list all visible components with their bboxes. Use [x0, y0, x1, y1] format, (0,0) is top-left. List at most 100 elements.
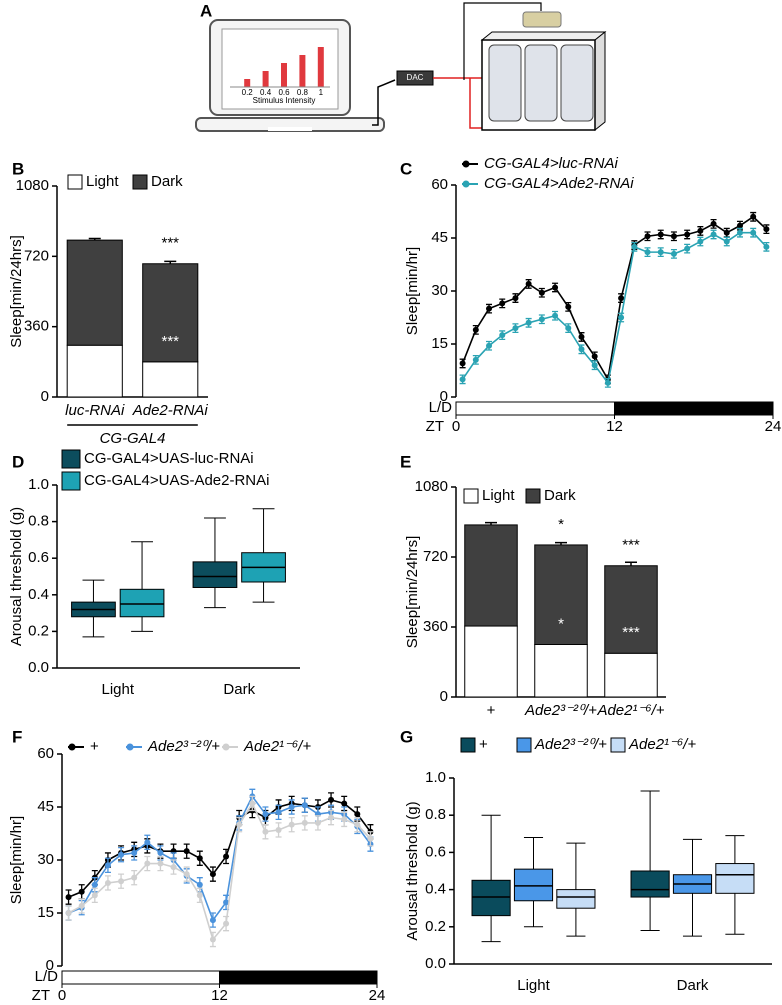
- point: [131, 849, 138, 856]
- bar-segment: [534, 644, 588, 698]
- legend-swatch: [525, 488, 541, 504]
- panel-label: F: [12, 727, 22, 746]
- point: [472, 326, 479, 333]
- x-tick-label: 0.4: [260, 88, 272, 97]
- point: [301, 802, 308, 809]
- y-tick-label: 0.2: [28, 622, 49, 639]
- point: [262, 828, 269, 835]
- bar-segment: [142, 263, 199, 363]
- panel-label: B: [12, 159, 24, 178]
- y-axis-label: Sleep[min/24hrs]: [404, 536, 421, 649]
- point: [354, 821, 361, 828]
- point: [328, 796, 335, 803]
- bar-segment: [464, 524, 518, 627]
- point: [552, 284, 559, 291]
- legend-marker: [462, 160, 470, 168]
- point: [118, 851, 125, 858]
- point: [341, 816, 348, 823]
- y-tick-label: 0: [46, 957, 54, 974]
- point: [486, 342, 493, 349]
- vial: [488, 44, 522, 122]
- series-line: [461, 231, 767, 385]
- point: [763, 226, 770, 233]
- x-tick-label: Ade2-RNAi: [132, 402, 209, 419]
- y-tick-label: 60: [37, 745, 54, 762]
- cable: [372, 79, 396, 126]
- point: [657, 249, 664, 256]
- point: [157, 860, 164, 867]
- x-tick-label: 0: [452, 418, 460, 435]
- bar: [281, 63, 287, 87]
- point: [183, 848, 190, 855]
- bar: [317, 47, 324, 87]
- y-tick-label: 0.0: [28, 659, 49, 676]
- point: [170, 864, 177, 871]
- legend-label: Ade2³⁻²⁰/+: [147, 738, 220, 755]
- point: [670, 250, 677, 257]
- panel-label: D: [12, 452, 24, 471]
- point: [578, 346, 585, 353]
- legend-label: +: [479, 736, 488, 753]
- point: [209, 871, 216, 878]
- x-tick-label: 0.6: [278, 88, 290, 97]
- panel-label: G: [400, 727, 413, 746]
- laptop-pad: [268, 127, 312, 131]
- point: [604, 379, 611, 386]
- vial: [560, 44, 594, 122]
- significance: ***: [622, 624, 640, 641]
- point: [288, 821, 295, 828]
- error-bar: [88, 237, 101, 241]
- point: [144, 860, 151, 867]
- x-tick-label: Dark: [677, 977, 709, 994]
- point: [236, 821, 243, 828]
- point: [565, 303, 572, 310]
- x-tick-label: 12: [606, 418, 623, 435]
- x-tick-label: Dark: [223, 681, 255, 698]
- significance: ***: [161, 333, 179, 350]
- error-bar: [625, 561, 637, 566]
- zt-label: ZT: [32, 987, 50, 1000]
- y-tick-label: 0.4: [425, 881, 446, 898]
- legend-label: Ade2³⁻²⁰/+: [534, 736, 607, 753]
- y-axis-label: Sleep[min/hr]: [8, 816, 25, 904]
- chamber-top: [480, 31, 607, 41]
- legend-label: CG-GAL4>UAS-luc-RNAi: [84, 450, 254, 467]
- y-tick-label: 0.6: [28, 549, 49, 566]
- point: [736, 229, 743, 236]
- point: [684, 231, 691, 238]
- error-bar: [555, 541, 567, 545]
- y-tick-label: 720: [24, 247, 49, 264]
- point: [65, 910, 72, 916]
- setup-diagram: DAC: [195, 2, 607, 132]
- bar-segment: [534, 544, 588, 646]
- point: [472, 356, 479, 363]
- y-tick-label: 360: [423, 618, 448, 635]
- legend-swatch: [67, 174, 83, 190]
- camera-line: [463, 2, 542, 80]
- dac-label: DAC: [407, 73, 424, 82]
- significance: ***: [161, 235, 179, 252]
- x-tick-label: 0.8: [297, 88, 309, 97]
- point: [354, 811, 361, 818]
- legend-marker: [222, 743, 230, 751]
- y-tick-label: 0.0: [425, 955, 446, 972]
- point: [538, 316, 545, 323]
- x-tick-label: 0: [58, 987, 66, 1000]
- panel-label: C: [400, 159, 412, 178]
- point: [618, 314, 625, 321]
- point: [459, 360, 466, 367]
- box: [119, 588, 165, 618]
- point: [196, 881, 203, 888]
- point: [367, 835, 374, 842]
- x-axis-label: Stimulus Intensity: [253, 96, 316, 105]
- y-axis-label: Sleep[min/24hrs]: [8, 235, 25, 348]
- x-tick-label: Light: [517, 977, 550, 994]
- point: [209, 936, 216, 943]
- box: [192, 561, 238, 588]
- bar-segment: [142, 361, 199, 398]
- y-tick-label: 30: [37, 851, 54, 868]
- point: [78, 888, 85, 895]
- camera: [522, 11, 562, 28]
- point: [723, 229, 730, 236]
- x-tick-label: Light: [101, 681, 134, 698]
